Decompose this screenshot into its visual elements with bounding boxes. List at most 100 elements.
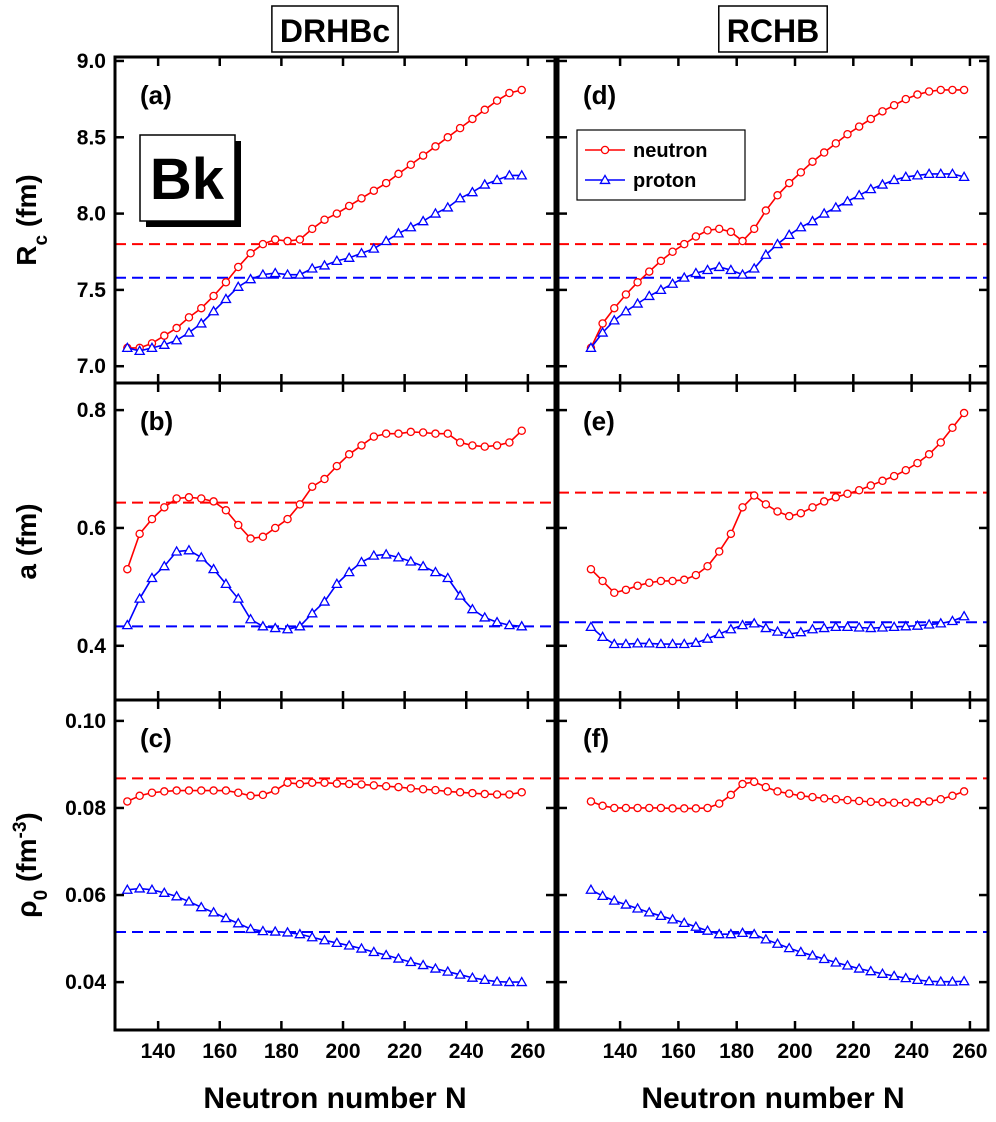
marker xyxy=(643,906,655,917)
marker xyxy=(761,500,771,509)
marker xyxy=(172,494,181,503)
marker xyxy=(784,789,794,798)
marker xyxy=(773,787,782,796)
marker xyxy=(380,949,392,960)
marker xyxy=(269,925,281,936)
marker xyxy=(195,551,207,562)
marker xyxy=(585,341,597,352)
marker xyxy=(380,235,392,246)
marker xyxy=(257,268,269,279)
marker xyxy=(295,779,305,789)
x-tick-label: 140 xyxy=(141,1040,176,1063)
panel: 140 160 180 200 220 240 260 (f) Neutron number N xyxy=(556,698,990,1115)
marker xyxy=(691,804,701,813)
y-axis-title: ρ0 (fm-3) xyxy=(10,812,52,917)
x-tick-label: 200 xyxy=(325,1040,360,1063)
plot-frame xyxy=(113,698,557,1032)
marker xyxy=(819,148,829,157)
marker xyxy=(170,545,183,556)
marker xyxy=(184,313,194,322)
marker xyxy=(866,114,876,124)
panel: 7.0 7.5 8.0 8.5 9.0 (a) Bk DRHBc Rc (fm) xyxy=(11,5,557,385)
marker xyxy=(795,946,807,957)
marker xyxy=(479,611,491,622)
marker xyxy=(948,85,957,95)
marker xyxy=(307,778,317,787)
marker xyxy=(679,575,689,585)
marker xyxy=(818,953,830,964)
marker xyxy=(620,305,632,316)
marker xyxy=(270,235,280,244)
marker xyxy=(935,617,947,628)
marker xyxy=(480,789,489,799)
marker xyxy=(608,894,620,905)
marker xyxy=(889,798,899,807)
marker xyxy=(690,267,702,278)
marker xyxy=(913,458,922,468)
marker xyxy=(830,201,842,212)
marker xyxy=(233,262,243,272)
x-tick-label: 180 xyxy=(264,1040,299,1063)
title-box xyxy=(271,5,399,53)
x-tick-label: 140 xyxy=(603,1040,638,1063)
marker xyxy=(691,232,701,241)
marker xyxy=(123,564,132,574)
marker xyxy=(948,791,957,801)
marker xyxy=(517,85,526,95)
y-axis-title-part: 0 xyxy=(31,890,52,901)
marker xyxy=(830,621,842,632)
marker xyxy=(344,779,354,789)
marker xyxy=(158,338,171,349)
marker xyxy=(357,194,366,203)
marker xyxy=(959,85,969,95)
marker xyxy=(621,803,631,813)
marker xyxy=(596,890,609,901)
marker xyxy=(431,785,440,795)
x-tick-label: 260 xyxy=(510,1040,545,1063)
marker xyxy=(795,221,807,232)
marker xyxy=(492,441,502,450)
marker xyxy=(633,278,642,287)
series-line xyxy=(590,412,965,594)
marker xyxy=(160,331,169,340)
marker xyxy=(714,799,724,808)
legend-label: neutron xyxy=(633,140,707,162)
marker xyxy=(491,975,503,986)
marker xyxy=(146,883,158,894)
marker xyxy=(455,123,465,133)
marker xyxy=(946,167,959,179)
marker xyxy=(946,615,959,626)
marker xyxy=(866,797,876,807)
y-axis-title: Rc (fm) xyxy=(11,174,52,265)
marker xyxy=(355,247,368,258)
marker xyxy=(854,122,864,131)
y-tick-label: 8.5 xyxy=(77,126,107,149)
marker xyxy=(368,242,380,253)
marker xyxy=(405,956,417,967)
x-tick-label: 220 xyxy=(836,1040,871,1063)
marker xyxy=(924,797,934,806)
marker xyxy=(209,291,218,301)
marker xyxy=(344,201,354,211)
marker xyxy=(281,268,294,279)
marker xyxy=(294,928,306,939)
marker xyxy=(306,931,318,942)
plot-frame xyxy=(556,55,990,385)
marker xyxy=(394,782,403,792)
marker xyxy=(773,191,782,200)
marker xyxy=(853,962,865,973)
y-tick-label: 0.6 xyxy=(77,517,106,540)
marker xyxy=(394,169,403,179)
marker xyxy=(170,890,183,901)
y-tick-label: 9.0 xyxy=(77,50,106,73)
marker xyxy=(417,215,429,226)
series-line xyxy=(590,89,965,349)
marker xyxy=(209,786,218,795)
marker xyxy=(392,952,405,963)
marker xyxy=(332,461,342,471)
marker xyxy=(381,781,391,791)
marker xyxy=(586,797,596,806)
marker xyxy=(357,780,366,789)
marker xyxy=(158,560,171,571)
